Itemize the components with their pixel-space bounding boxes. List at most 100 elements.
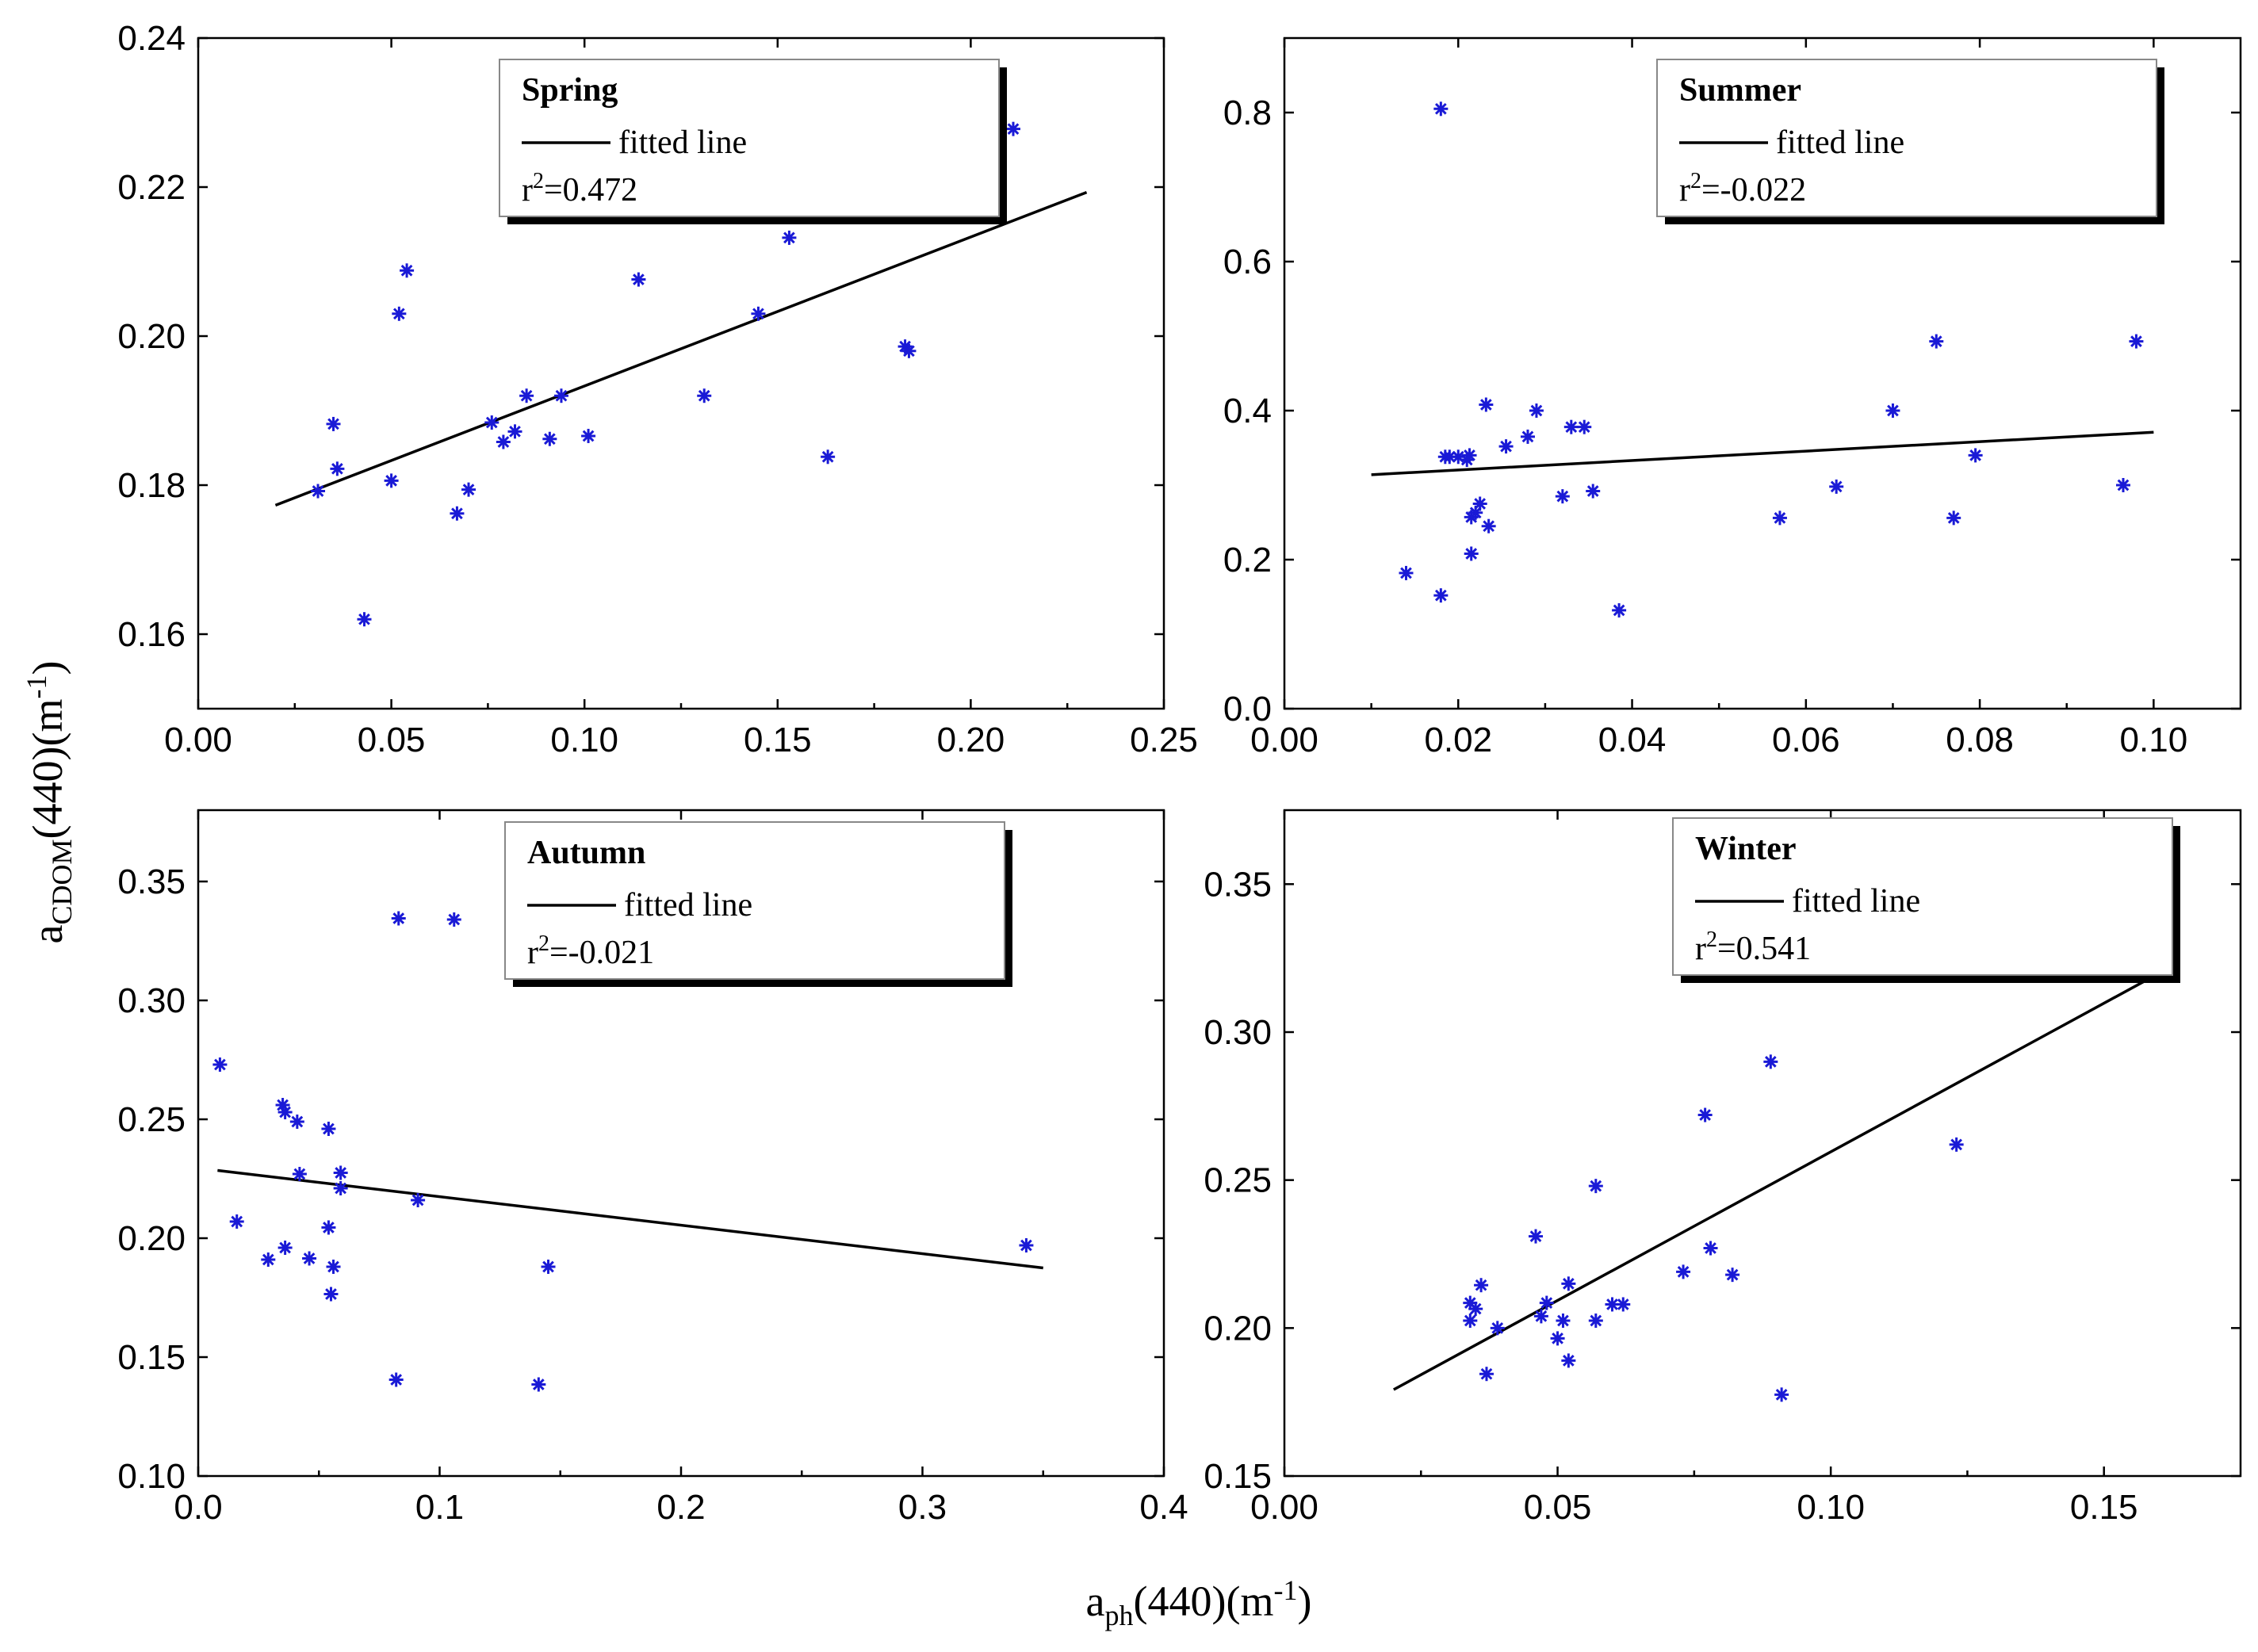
spring-data-point xyxy=(1005,121,1020,136)
ylabel-close: ) xyxy=(24,661,71,675)
winter-data-point xyxy=(1763,1054,1778,1069)
autumn-data-point xyxy=(229,1214,244,1229)
spring-y-tick-label: 0.18 xyxy=(117,466,186,505)
autumn-legend-box xyxy=(504,821,1005,980)
autumn-fitted-line xyxy=(217,1168,1043,1270)
summer-data-point xyxy=(1498,439,1514,454)
autumn-data-point xyxy=(323,1287,339,1302)
autumn-data-point xyxy=(531,1377,546,1392)
autumn-r2-annotation: r2=-0.021 xyxy=(527,931,654,971)
winter-x-tick-label: 0.00 xyxy=(1250,1488,1318,1527)
summer-data-point xyxy=(1462,448,1477,463)
winter-data-point xyxy=(1676,1264,1691,1279)
summer-legend-title: Summer xyxy=(1679,72,1801,109)
summer-plot-frame xyxy=(1283,36,2242,710)
spring-y-tick-label: 0.16 xyxy=(117,615,186,654)
winter-data-point xyxy=(1556,1314,1571,1328)
spring-data-point xyxy=(400,263,415,278)
autumn-legend-title: Autumn xyxy=(527,835,645,871)
summer-x-tick-label: 0.00 xyxy=(1250,721,1318,759)
spring-x-tick-label: 0.20 xyxy=(937,721,1005,759)
autumn-data-point xyxy=(326,1260,341,1274)
autumn-data-point xyxy=(277,1241,293,1255)
spring-data-point xyxy=(581,428,596,443)
summer-y-tick-label: 0.6 xyxy=(1223,243,1272,281)
autumn-data-point xyxy=(388,1372,404,1387)
autumn-x-tick-label: 0.4 xyxy=(1139,1488,1188,1527)
summer-r2-annotation: r2=-0.022 xyxy=(1679,169,1806,208)
spring-data-point xyxy=(821,449,836,465)
summer-data-point xyxy=(1472,496,1487,511)
summer-y-tick-label: 0.2 xyxy=(1223,541,1272,579)
autumn-data-point xyxy=(261,1252,276,1267)
ylabel-sub: CDOM xyxy=(46,839,78,924)
xlabel-main: a xyxy=(1086,1577,1105,1625)
spring-fitted-line xyxy=(274,190,1088,507)
summer-r2-sup: 2 xyxy=(1690,169,1701,193)
summer-data-point xyxy=(1968,448,1983,463)
spring-r2-value: =0.472 xyxy=(544,172,637,208)
autumn-data-point xyxy=(333,1181,348,1195)
spring-y-tick-label: 0.24 xyxy=(117,19,186,58)
winter-legend-box xyxy=(1672,817,2173,976)
winter-data-point xyxy=(1949,1137,1964,1152)
spring-r2-annotation: r2=0.472 xyxy=(522,169,637,208)
autumn-data-point xyxy=(411,1193,426,1207)
summer-data-point xyxy=(1946,511,1961,526)
autumn-legend-label: fitted line xyxy=(624,887,752,924)
winter-r2-sup: 2 xyxy=(1706,927,1717,952)
summer-data-point xyxy=(1885,403,1900,418)
xlabel-sup: -1 xyxy=(1273,1574,1297,1606)
summer-data-point xyxy=(1481,518,1496,533)
spring-data-point xyxy=(507,424,522,439)
spring-x-tick-label: 0.25 xyxy=(1130,721,1198,759)
autumn-data-point xyxy=(292,1167,307,1181)
winter-data-point xyxy=(1550,1331,1565,1346)
summer-data-point xyxy=(1586,484,1601,499)
spring-legend-label: fitted line xyxy=(618,124,747,161)
xlabel-rest: (440)(m xyxy=(1134,1577,1274,1625)
spring-x-tick-label: 0.00 xyxy=(164,721,232,759)
winter-legend-label: fitted line xyxy=(1792,883,1920,920)
spring-data-point xyxy=(751,306,766,321)
summer-legend-box xyxy=(1656,59,2157,217)
winter-data-point xyxy=(1490,1321,1505,1336)
summer-data-point xyxy=(1563,419,1579,434)
summer-y-tick-label: 0.4 xyxy=(1223,392,1272,430)
summer-data-point xyxy=(1464,546,1479,561)
spring-data-point xyxy=(901,343,917,358)
winter-data-point xyxy=(1725,1268,1740,1283)
panel-summer: 0.00 0.02 0.04 0.06 0.08 0.10 0.0 0.2 0.4 0.6 0.8 S… xyxy=(1223,36,2242,759)
xlabel-close: ) xyxy=(1297,1577,1311,1625)
summer-data-point xyxy=(1772,511,1787,526)
spring-data-point xyxy=(484,415,499,430)
winter-data-point xyxy=(1588,1179,1603,1194)
autumn-data-point xyxy=(321,1220,336,1235)
summer-data-point xyxy=(1479,397,1494,412)
summer-data-point xyxy=(1529,403,1544,418)
winter-fitted-line xyxy=(1392,972,2160,1391)
spring-data-point xyxy=(311,484,326,499)
spring-data-point xyxy=(631,272,646,287)
summer-data-point xyxy=(2129,334,2144,349)
panel-autumn: 0.0 0.1 0.2 0.3 0.4 0.10 0.15 0.20 0.25 0.30 0.35 A… xyxy=(117,809,1188,1527)
winter-y-tick-label: 0.25 xyxy=(1204,1161,1272,1200)
xlabel-sub: ph xyxy=(1105,1600,1134,1631)
autumn-data-point xyxy=(277,1105,293,1119)
autumn-r2-label: r xyxy=(527,935,538,971)
winter-r2-annotation: r2=0.541 xyxy=(1695,927,1811,967)
autumn-data-point xyxy=(391,911,406,926)
autumn-data-point xyxy=(302,1251,317,1266)
summer-r2-value: =-0.022 xyxy=(1701,172,1806,208)
summer-data-point xyxy=(1929,334,1944,349)
summer-x-tick-label: 0.08 xyxy=(1946,721,2014,759)
summer-data-point xyxy=(1433,588,1449,603)
spring-legend-box xyxy=(499,59,1000,217)
autumn-y-tick-label: 0.30 xyxy=(117,981,186,1020)
winter-data-point xyxy=(1474,1278,1489,1293)
winter-data-point xyxy=(1703,1241,1718,1256)
winter-y-tick-label: 0.30 xyxy=(1204,1013,1272,1052)
ylabel-rest: (440)(m xyxy=(24,699,71,839)
autumn-x-tick-label: 0.2 xyxy=(656,1488,705,1527)
